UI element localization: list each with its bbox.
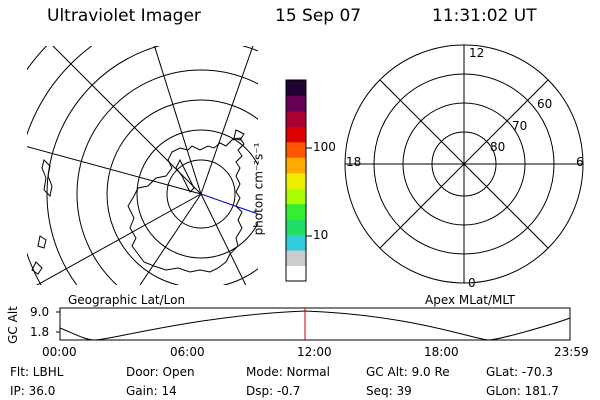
magnetic-caption: Apex MLat/MLT	[425, 293, 515, 307]
orbit-x-tick: 12:00	[297, 345, 332, 359]
lat-circle	[76, 69, 258, 285]
colorbar-segment	[286, 172, 306, 189]
colorbar-frame	[285, 79, 307, 282]
lat-circle	[136, 129, 258, 259]
orbit-frame	[59, 307, 571, 341]
mlt-label-0: 0	[468, 276, 476, 290]
coastline	[37, 235, 47, 249]
lat-circle	[106, 99, 258, 285]
meridian	[139, 193, 202, 285]
mlat-label-80: 80	[490, 140, 506, 154]
orbit-x-tick: 18:00	[424, 345, 459, 359]
orbit-x-tick: 06:00	[170, 345, 205, 359]
info-filter: Flt: LBHL	[10, 365, 64, 379]
mlat-label-60: 60	[537, 97, 553, 111]
meridian	[200, 193, 247, 285]
colorbar	[285, 79, 312, 282]
colorbar-segment	[286, 219, 306, 236]
info-gain: Gain: 14	[126, 384, 177, 398]
colorbar-segment	[286, 265, 306, 282]
orbit-y-bottom: 1.8	[30, 325, 50, 339]
info-glon: GLon: 181.7	[486, 384, 559, 398]
coastline	[233, 129, 245, 141]
colorbar-unit-label: photon cm⁻²s⁻¹	[251, 142, 266, 236]
colorbar-segment	[286, 188, 306, 205]
magnetic-map	[344, 44, 584, 284]
coastline	[41, 159, 53, 198]
orbit-x-tick: 00:00	[42, 345, 77, 359]
info-ip: IP: 36.0	[10, 384, 56, 398]
colorbar-label-10: 10	[313, 228, 329, 242]
lat-circle	[166, 159, 236, 229]
peninsula	[175, 158, 195, 193]
colorbar-segment	[286, 110, 306, 127]
lat-circle	[46, 46, 258, 285]
mlt-label-12: 12	[469, 46, 485, 60]
time-label: 11:31:02 UT	[432, 6, 537, 26]
mlt-label-6: 6	[576, 155, 584, 169]
orbit-y-top: 9.0	[30, 305, 50, 319]
terminator-line	[200, 193, 258, 215]
info-gc-alt: GC Alt: 9.0 Re	[366, 365, 450, 379]
colorbar-segment	[286, 141, 306, 158]
colorbar-segment	[286, 234, 306, 251]
info-dsp: Dsp: -0.7	[246, 384, 301, 398]
info-glat: GLat: -70.3	[486, 365, 553, 379]
date-label: 15 Sep 07	[275, 6, 362, 26]
colorbar-segment	[286, 126, 306, 143]
mlt-label-18: 18	[346, 155, 362, 169]
colorbar-segment	[286, 203, 306, 220]
coastline	[127, 137, 245, 273]
info-seq: Seq: 39	[366, 384, 412, 398]
mlt-line-diag	[379, 79, 549, 249]
altitude-curve	[59, 310, 571, 341]
colorbar-segment	[286, 80, 306, 96]
colorbar-label-100: 100	[313, 140, 336, 154]
meridian	[153, 46, 202, 195]
coastline	[31, 261, 43, 275]
meridian	[27, 146, 202, 195]
meridian	[35, 193, 202, 285]
orbit-x-tick: 23:59	[554, 345, 589, 359]
meridian	[200, 46, 254, 195]
colorbar-segment	[286, 157, 306, 174]
meridian	[52, 46, 202, 195]
info-mode: Mode: Normal	[246, 365, 330, 379]
geographic-caption: Geographic Lat/Lon	[68, 293, 186, 307]
colorbar-segment	[286, 95, 306, 112]
orbit-plot	[56, 307, 571, 341]
info-door: Door: Open	[126, 365, 195, 379]
geographic-map	[27, 46, 258, 285]
mlat-label-70: 70	[512, 119, 528, 133]
instrument-title: Ultraviolet Imager	[47, 6, 201, 26]
colorbar-segment	[286, 250, 306, 267]
orbit-axis-label: GC Alt	[5, 306, 20, 344]
